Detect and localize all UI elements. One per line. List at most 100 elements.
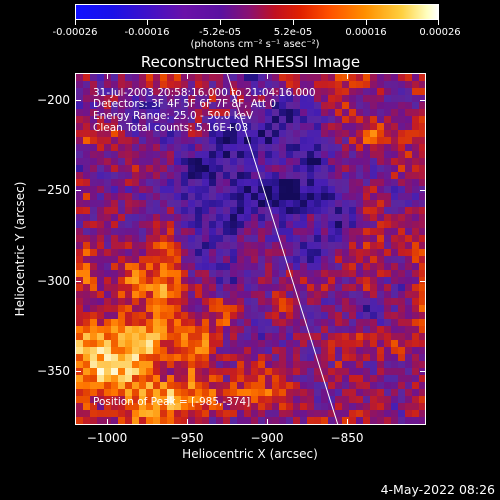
- heatmap-cell: [300, 354, 307, 361]
- heatmap-cell: [251, 277, 258, 284]
- heatmap-cell: [153, 81, 160, 88]
- heatmap-cell: [279, 109, 286, 116]
- heatmap-cell: [391, 102, 398, 109]
- heatmap-cell: [370, 312, 377, 319]
- heatmap-cell: [118, 242, 125, 249]
- heatmap-cell: [195, 228, 202, 235]
- heatmap-cell: [146, 375, 153, 382]
- heatmap-cell: [405, 410, 412, 417]
- heatmap-cell: [167, 340, 174, 347]
- heatmap-cell: [174, 326, 181, 333]
- heatmap-cell: [377, 410, 384, 417]
- heatmap-cell: [202, 249, 209, 256]
- heatmap-cell: [384, 382, 391, 389]
- heatmap-cell: [104, 207, 111, 214]
- heatmap-cell: [244, 361, 251, 368]
- heatmap-cell: [97, 186, 104, 193]
- heatmap-cell: [335, 354, 342, 361]
- heatmap-cell: [391, 291, 398, 298]
- heatmap-cell: [321, 144, 328, 151]
- heatmap-cell: [223, 74, 230, 81]
- heatmap-cell: [321, 249, 328, 256]
- heatmap-cell: [188, 368, 195, 375]
- heatmap-cell: [279, 256, 286, 263]
- heatmap-cell: [370, 228, 377, 235]
- heatmap-cell: [76, 228, 83, 235]
- heatmap-cell: [349, 382, 356, 389]
- heatmap-cell: [195, 207, 202, 214]
- colorbar: [75, 4, 439, 20]
- heatmap-cell: [104, 172, 111, 179]
- heatmap-cell: [230, 361, 237, 368]
- y-tick-right: [420, 100, 426, 101]
- heatmap-cell: [244, 151, 251, 158]
- heatmap-cell: [223, 186, 230, 193]
- heatmap-cell: [335, 186, 342, 193]
- heatmap-cell: [125, 137, 132, 144]
- heatmap-cell: [244, 347, 251, 354]
- heatmap-cell: [258, 361, 265, 368]
- heatmap-cell: [377, 312, 384, 319]
- heatmap-cell: [342, 354, 349, 361]
- heatmap-cell: [363, 200, 370, 207]
- heatmap-cell: [342, 291, 349, 298]
- heatmap-cell: [356, 235, 363, 242]
- heatmap-cell: [244, 396, 251, 403]
- heatmap-cell: [216, 242, 223, 249]
- heatmap-cell: [167, 186, 174, 193]
- heatmap-cell: [244, 333, 251, 340]
- heatmap-cell: [125, 382, 132, 389]
- heatmap-cell: [167, 144, 174, 151]
- heatmap-cell: [83, 389, 90, 396]
- heatmap-cell: [356, 389, 363, 396]
- heatmap-cell: [104, 340, 111, 347]
- heatmap-cell: [146, 312, 153, 319]
- heatmap-cell: [209, 417, 216, 424]
- heatmap-cell: [328, 221, 335, 228]
- heatmap-cell: [160, 263, 167, 270]
- heatmap-cell: [349, 319, 356, 326]
- heatmap-cell: [160, 193, 167, 200]
- heatmap-cell: [321, 340, 328, 347]
- heatmap-cell: [153, 361, 160, 368]
- heatmap-cell: [188, 354, 195, 361]
- heatmap-cell: [328, 228, 335, 235]
- heatmap-cell: [314, 319, 321, 326]
- heatmap-cell: [223, 298, 230, 305]
- y-tick-label: −300: [37, 274, 70, 288]
- heatmap-cell: [118, 277, 125, 284]
- heatmap-cell: [146, 144, 153, 151]
- heatmap-cell: [153, 347, 160, 354]
- heatmap-cell: [405, 109, 412, 116]
- heatmap-cell: [216, 291, 223, 298]
- heatmap-cell: [230, 410, 237, 417]
- heatmap-cell: [209, 186, 216, 193]
- heatmap-cell: [167, 361, 174, 368]
- heatmap-cell: [349, 186, 356, 193]
- heatmap-cell: [279, 319, 286, 326]
- annotation-method: Clean Total counts: 5.16E+03: [93, 122, 249, 134]
- heatmap-cell: [335, 81, 342, 88]
- heatmap-cell: [398, 221, 405, 228]
- heatmap-cell: [146, 263, 153, 270]
- heatmap-cell: [139, 340, 146, 347]
- heatmap-cell: [216, 130, 223, 137]
- heatmap-cell: [272, 130, 279, 137]
- heatmap-cell: [97, 165, 104, 172]
- heatmap-cell: [335, 396, 342, 403]
- heatmap-cell: [111, 354, 118, 361]
- heatmap-cell: [97, 291, 104, 298]
- heatmap-cell: [279, 305, 286, 312]
- heatmap-cell: [139, 284, 146, 291]
- heatmap-cell: [83, 396, 90, 403]
- heatmap-cell: [314, 158, 321, 165]
- heatmap-cell: [251, 403, 258, 410]
- heatmap-cell: [293, 396, 300, 403]
- heatmap-cell: [391, 179, 398, 186]
- heatmap-cell: [209, 179, 216, 186]
- heatmap-cell: [153, 193, 160, 200]
- heatmap-cell: [384, 165, 391, 172]
- heatmap-cell: [216, 333, 223, 340]
- heatmap-cell: [349, 221, 356, 228]
- heatmap-cell: [188, 242, 195, 249]
